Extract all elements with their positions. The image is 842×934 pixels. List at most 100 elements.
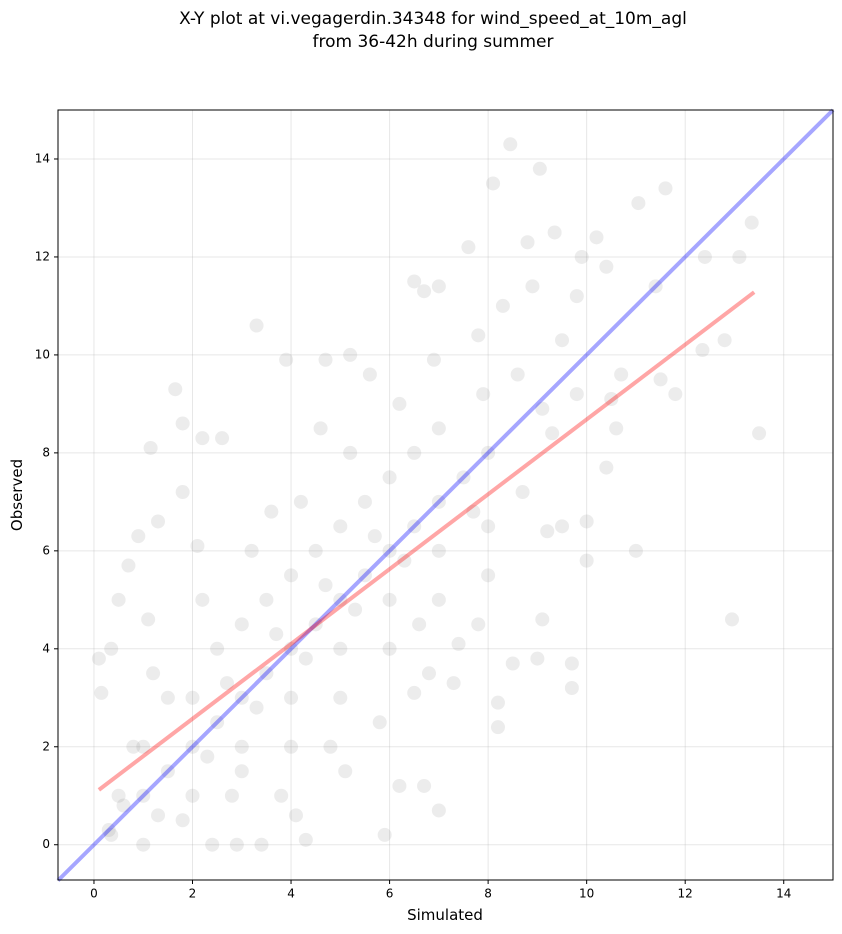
scatter-point (168, 382, 183, 397)
scatter-point (160, 690, 175, 705)
scatter-point (471, 328, 486, 343)
scatter-point (293, 494, 308, 509)
scatter-point (298, 651, 313, 666)
scatter-point (446, 676, 461, 691)
scatter-point (481, 568, 496, 583)
scatter-point (175, 813, 190, 828)
scatter-point (111, 592, 126, 607)
scatter-point (205, 837, 220, 852)
y-tick-label: 6 (42, 543, 50, 557)
scatter-point (136, 788, 151, 803)
scatter-point (104, 827, 119, 842)
x-tick-label: 10 (579, 887, 594, 901)
scatter-point (372, 715, 387, 730)
scatter-point (323, 739, 338, 754)
scatter-point (357, 568, 372, 583)
scatter-point (631, 196, 646, 211)
scatter-point (333, 690, 348, 705)
scatter-point (136, 837, 151, 852)
scatter-point (195, 431, 210, 446)
scatter-point (362, 367, 377, 382)
scatter-point (318, 578, 333, 593)
scatter-point (234, 690, 249, 705)
scatter-point (668, 387, 683, 402)
scatter-point (382, 543, 397, 558)
scatter-point (121, 558, 136, 573)
scatter-point (628, 543, 643, 558)
y-tick-label: 10 (35, 347, 50, 361)
scatter-point (259, 592, 274, 607)
y-tick-label: 14 (35, 151, 50, 165)
scatter-point (392, 396, 407, 411)
scatter-point (392, 778, 407, 793)
scatter-point (412, 617, 427, 632)
y-tick-label: 4 (42, 641, 50, 655)
scatter-point (284, 568, 299, 583)
scatter-point (417, 778, 432, 793)
scatter-point (288, 808, 303, 823)
scatter-point (431, 543, 446, 558)
scatter-point (269, 627, 284, 642)
scatter-point (604, 391, 619, 406)
scatter-point (382, 592, 397, 607)
scatter-point (545, 426, 560, 441)
scatter-point (377, 827, 392, 842)
scatter-point (614, 367, 629, 382)
scatter-point (136, 739, 151, 754)
scatter-point (94, 685, 109, 700)
scatter-point (579, 553, 594, 568)
scatter-point (249, 318, 264, 333)
scatter-point (143, 440, 158, 455)
scatter-point (547, 225, 562, 240)
scatter-point (219, 676, 234, 691)
scatter-point (540, 524, 555, 539)
scatter-point (234, 617, 249, 632)
scatter-point (486, 176, 501, 191)
scatter-point (200, 749, 215, 764)
scatter-point (175, 485, 190, 500)
x-tick-label: 2 (189, 887, 197, 901)
scatter-point (407, 445, 422, 460)
scatter-point (367, 529, 382, 544)
scatter-point (510, 367, 525, 382)
scatter-point (343, 445, 358, 460)
scatter-point (555, 333, 570, 348)
scatter-point (151, 808, 166, 823)
scatter-point (653, 372, 668, 387)
scatter-point (505, 656, 520, 671)
scatter-point (259, 666, 274, 681)
scatter-point (318, 352, 333, 367)
scatter-point (417, 284, 432, 299)
scatter-point (426, 352, 441, 367)
scatter-point (151, 514, 166, 529)
scatter-point (308, 617, 323, 632)
scatter-point (569, 289, 584, 304)
scatter-point (185, 690, 200, 705)
scatter-point (555, 519, 570, 534)
scatter-point (421, 666, 436, 681)
scatter-point (382, 641, 397, 656)
scatter-point (141, 612, 156, 627)
scatter-point (503, 137, 518, 152)
scatter-point (530, 651, 545, 666)
scatter-point (190, 538, 205, 553)
scatter-point (515, 485, 530, 500)
y-tick-label: 2 (42, 739, 50, 753)
scatter-point (116, 798, 131, 813)
scatter-point (175, 416, 190, 431)
scatter-point (338, 764, 353, 779)
scatter-point (104, 641, 119, 656)
scatter-point (579, 514, 594, 529)
scatter-point (284, 690, 299, 705)
scatter-point (101, 823, 116, 838)
scatter-point (564, 680, 579, 695)
scatter-point (599, 259, 614, 274)
scatter-point (284, 739, 299, 754)
scatter-point (279, 352, 294, 367)
scatter-point (333, 592, 348, 607)
scatter-point (744, 215, 759, 230)
scatter-point (532, 161, 547, 176)
scatter-point (146, 666, 161, 681)
scatter-point (313, 421, 328, 436)
